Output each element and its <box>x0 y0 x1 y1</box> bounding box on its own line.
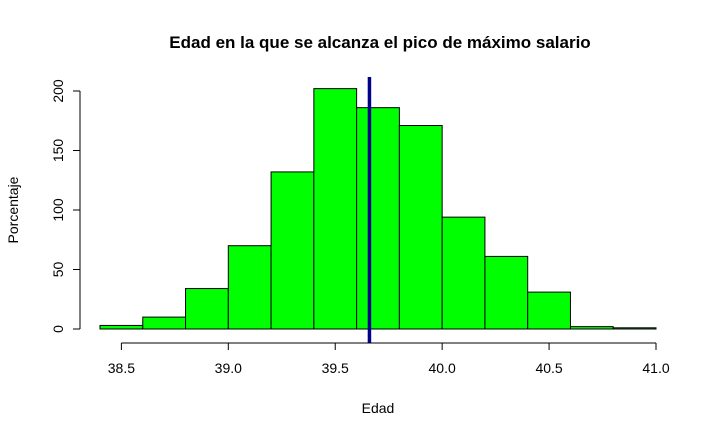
histogram-bar <box>527 291 571 330</box>
y-tick-label: 150 <box>50 139 66 163</box>
histogram-bar <box>398 125 443 330</box>
histogram-bar <box>270 171 315 330</box>
y-axis-label: Porcentaje <box>5 176 21 243</box>
y-tick-label: 0 <box>50 325 66 333</box>
x-tick-label: 40.0 <box>429 360 456 376</box>
histogram-bar <box>227 245 272 330</box>
y-tick-label: 100 <box>50 198 66 222</box>
x-axis: 38.5 39.0 39.5 40.0 40.5 41.0 <box>108 342 670 376</box>
x-tick-label: 39.0 <box>215 360 242 376</box>
histogram-bar <box>484 255 529 330</box>
histogram-bar <box>142 316 187 330</box>
histogram-bar <box>99 324 144 330</box>
x-tick-label: 39.5 <box>322 360 349 376</box>
x-axis-label: Edad <box>362 400 395 416</box>
histogram-bar <box>356 107 400 330</box>
histogram-bar <box>313 88 358 330</box>
x-tick-label: 40.5 <box>535 360 562 376</box>
histogram-bar <box>569 326 614 330</box>
histogram-bar <box>441 216 486 330</box>
y-axis: 0 50 100 150 200 <box>50 79 81 333</box>
y-tick-label: 50 <box>50 262 66 278</box>
bars-group <box>99 88 657 330</box>
histogram-bar <box>185 288 229 330</box>
chart-title: Edad en la que se alcanza el pico de máx… <box>169 33 590 52</box>
y-tick-label: 200 <box>50 79 66 103</box>
histogram-bar <box>612 327 657 330</box>
x-tick-label: 38.5 <box>108 360 135 376</box>
x-tick-label: 41.0 <box>642 360 669 376</box>
